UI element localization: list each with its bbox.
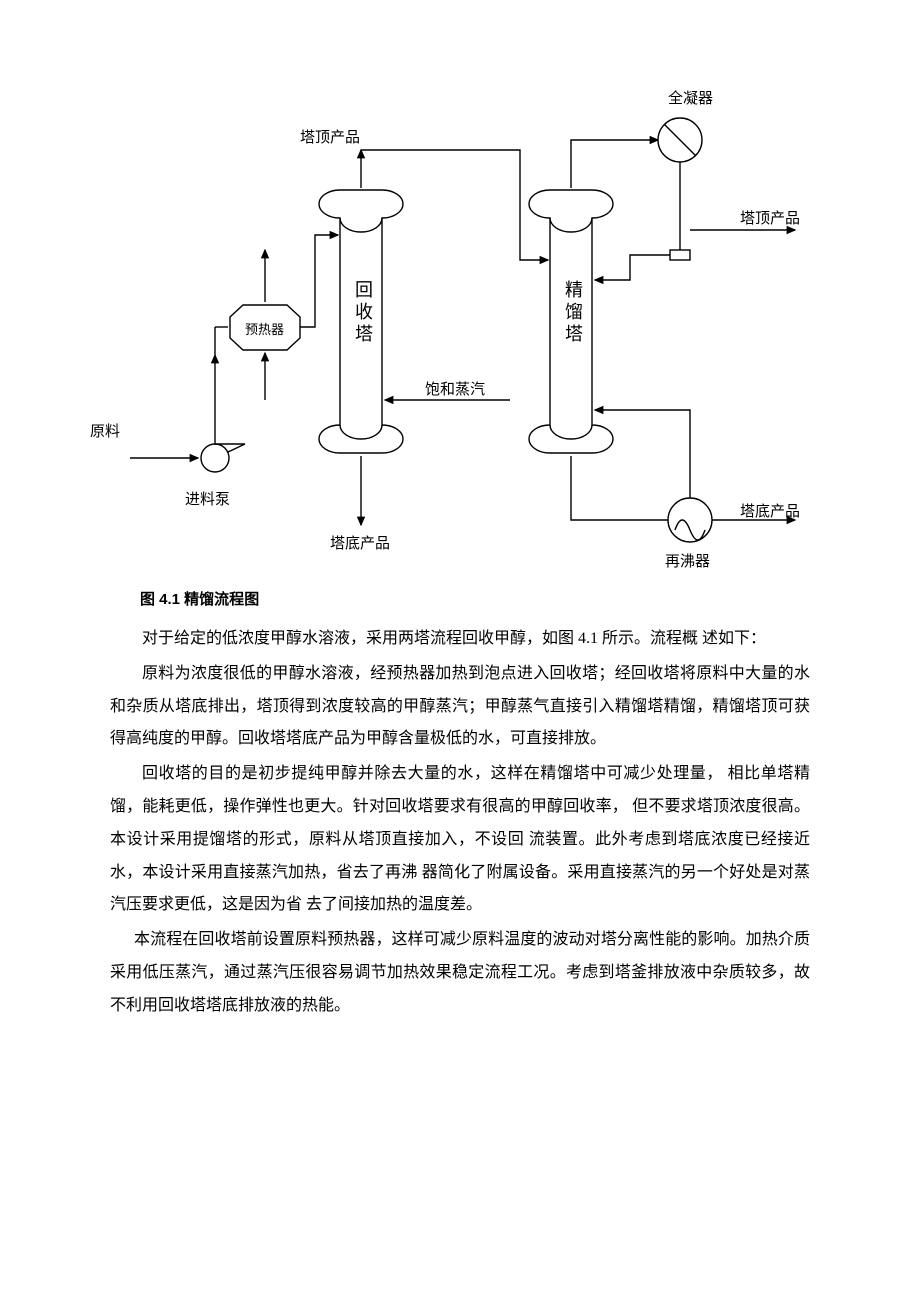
paragraph-4: 本流程在回收塔前设置原料预热器，这样可减少原料温度的波动对塔分离性能的影响。加热… [110,924,810,1022]
label-top-product-1: 塔顶产品 [300,126,360,147]
paragraph-3: 回收塔的目的是初步提纯甲醇并除去大量的水，这样在精馏塔中可减少处理量， 相比单塔… [110,758,810,922]
label-reboiler: 再沸器 [665,550,710,571]
label-recover-tower: 回收塔 [350,280,376,346]
label-bottom-1: 塔底产品 [330,532,390,553]
page: 全凝器 塔顶产品 塔顶产品 预热器 回收塔 精馏塔 饱和蒸汽 原料 进料泵 塔底… [0,0,920,1302]
paragraph-1: 对于给定的低浓度甲醇水溶液，采用两塔流程回收甲醇，如图 4.1 所示。流程概 述… [110,623,810,656]
label-feed: 原料 [90,420,120,441]
paragraph-2: 原料为浓度很低的甲醇水溶液，经预热器加热到泡点进入回收塔；经回收塔将原料中大量的… [110,658,810,756]
process-diagram: 全凝器 塔顶产品 塔顶产品 预热器 回收塔 精馏塔 饱和蒸汽 原料 进料泵 塔底… [110,80,810,580]
label-sat-steam: 饱和蒸汽 [425,378,485,399]
label-preheater: 预热器 [245,319,284,338]
label-condenser: 全凝器 [668,87,713,108]
label-bottom-2: 塔底产品 [740,500,800,521]
label-distill-tower: 精馏塔 [560,280,586,346]
label-top-product-2: 塔顶产品 [740,207,800,228]
label-feed-pump: 进料泵 [185,488,230,509]
figure-caption: 图 4.1 精馏流程图 [140,588,810,609]
body-text: 对于给定的低浓度甲醇水溶液，采用两塔流程回收甲醇，如图 4.1 所示。流程概 述… [110,623,810,1023]
